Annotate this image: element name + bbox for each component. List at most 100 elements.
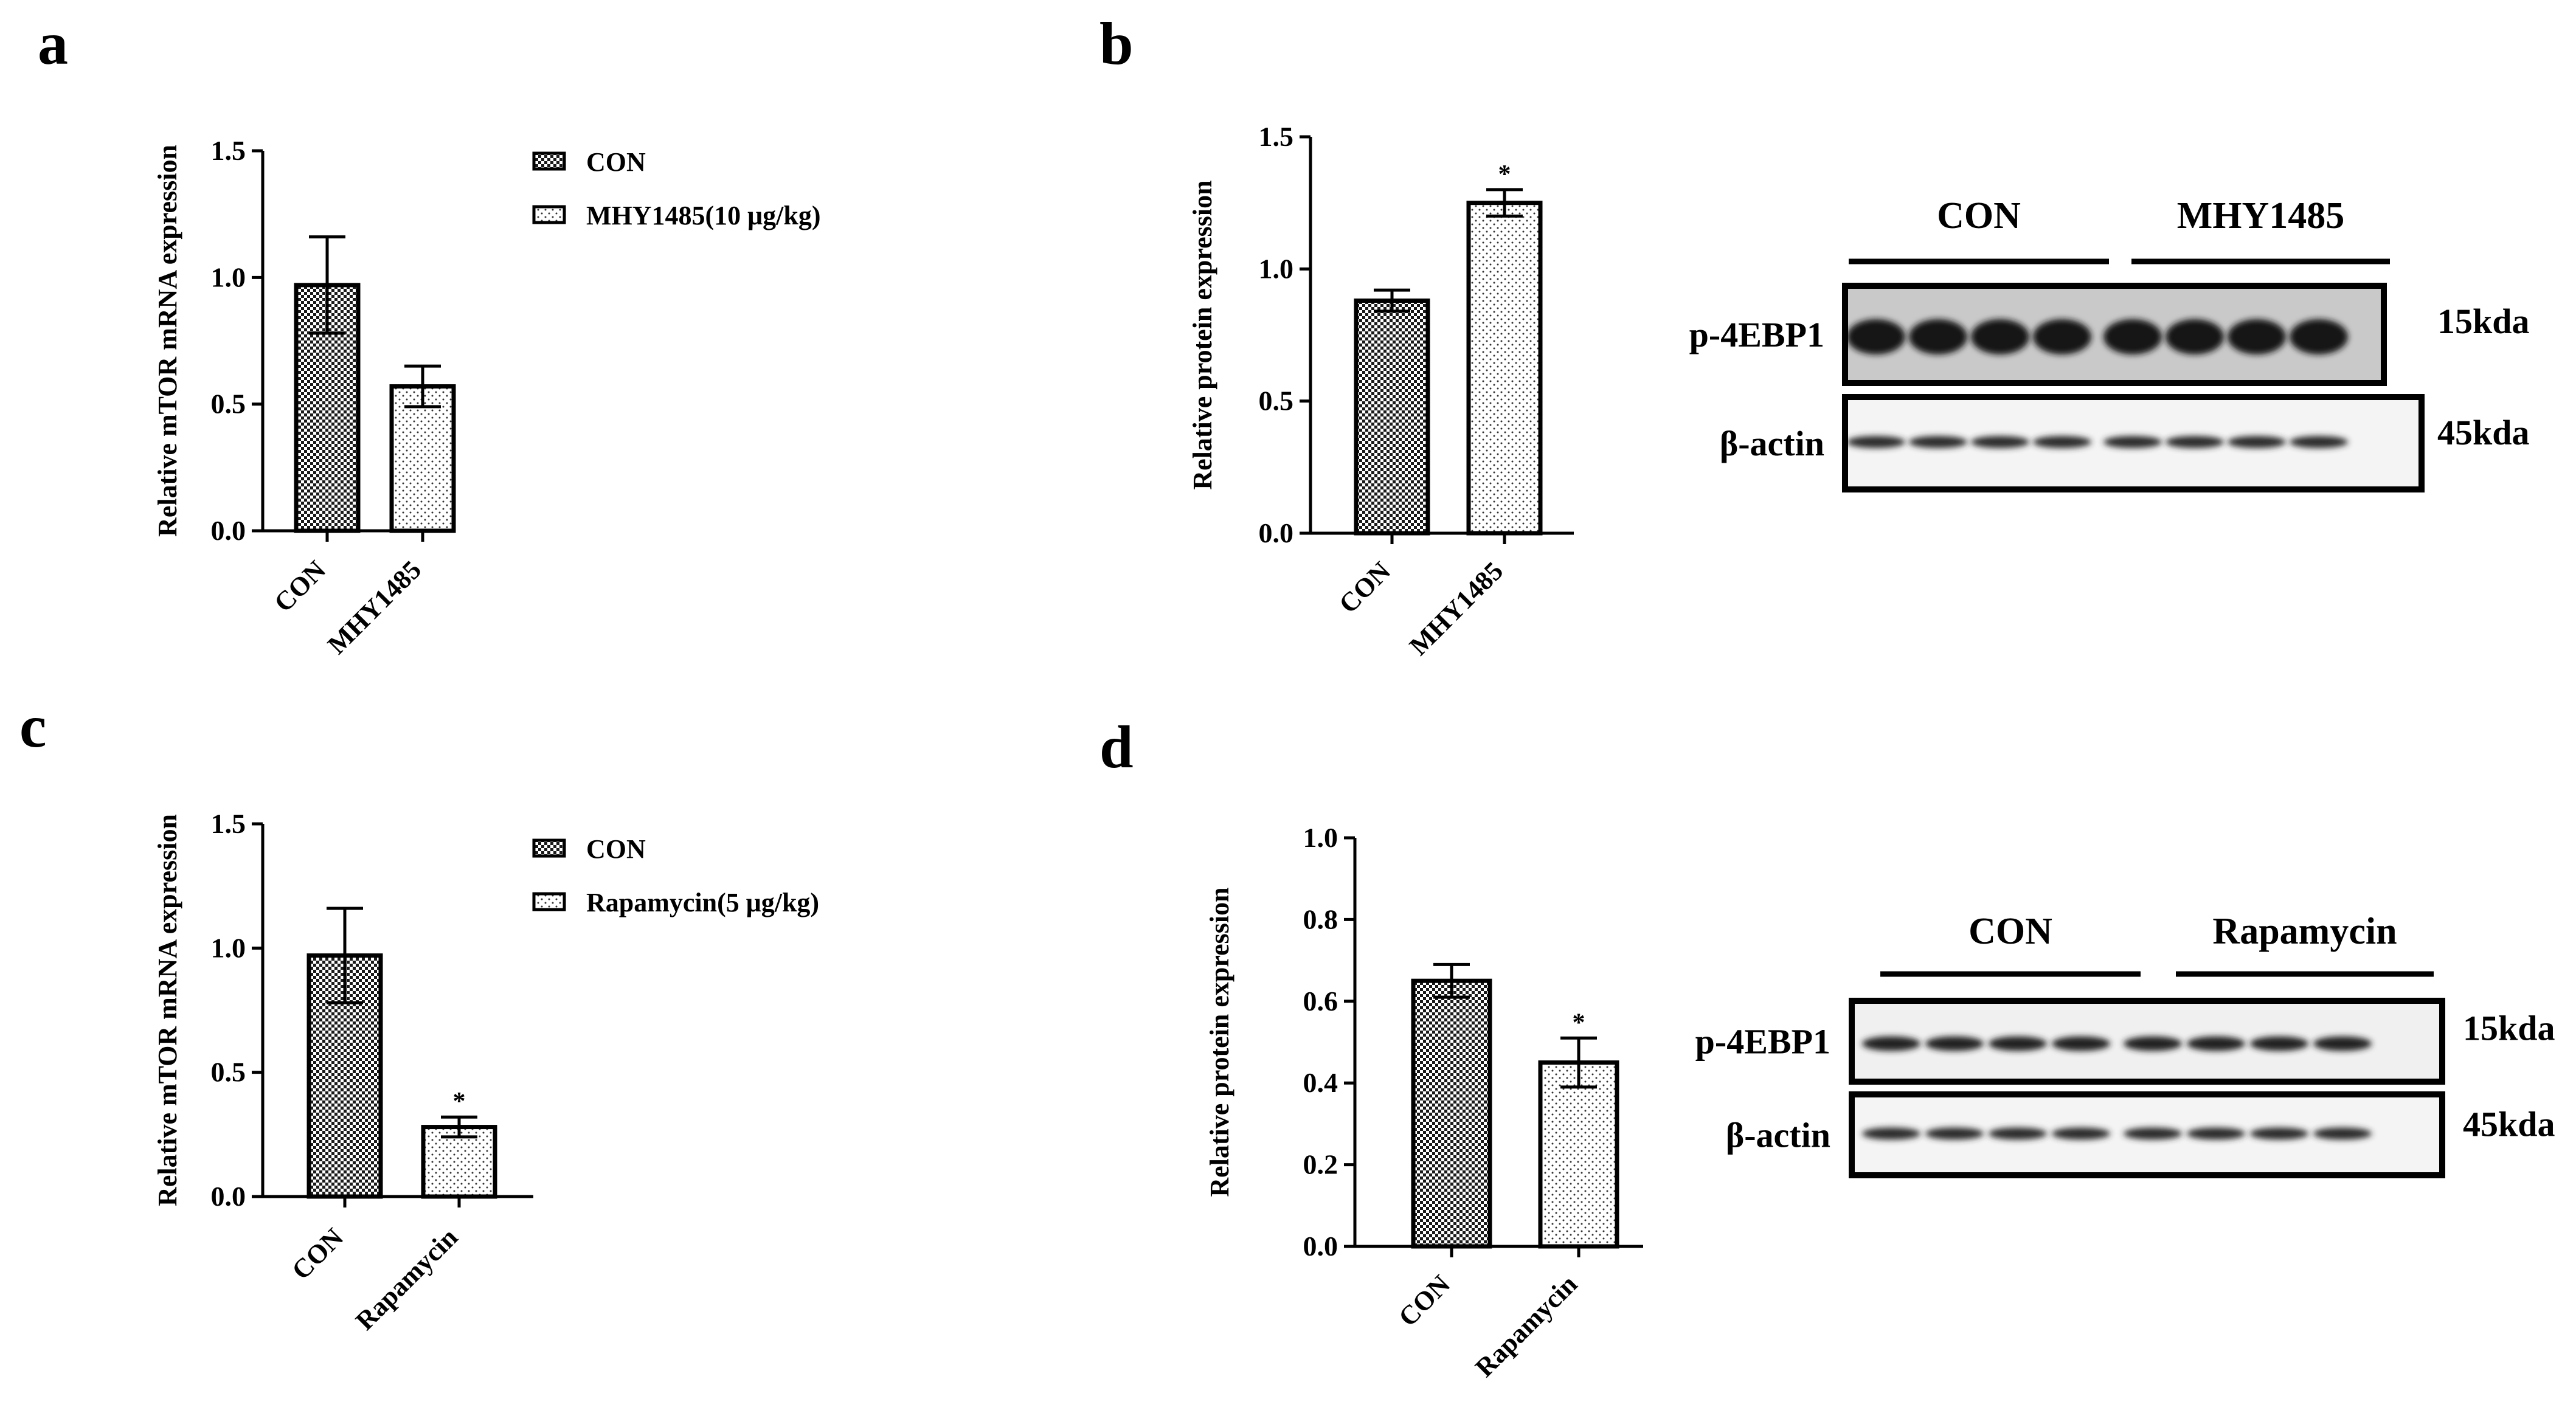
- y-tick-label: 1.0: [1259, 253, 1294, 284]
- y-axis-label: Relative protein expression: [1188, 180, 1217, 489]
- legend-label: MHY1485(10 μg/kg): [586, 201, 820, 230]
- blot-row-label: β-actin: [1726, 1116, 1830, 1155]
- blot-band: [1847, 436, 1905, 448]
- blot-group-label: CON: [1937, 195, 2021, 237]
- blot-group-label: Rapamycin: [2212, 911, 2397, 952]
- legend-label: Rapamycin(5 μg/kg): [586, 888, 819, 917]
- legend-label: CON: [586, 834, 646, 864]
- blot-band: [2250, 1036, 2308, 1051]
- y-tick-label: 0.2: [1303, 1149, 1338, 1180]
- blot-band: [1909, 319, 1967, 354]
- bar-rapamycin: [1538, 1060, 1619, 1249]
- y-tick-label: 0.5: [211, 1057, 246, 1088]
- blot-band: [2052, 1127, 2110, 1140]
- y-tick-label: 1.5: [211, 135, 246, 166]
- blot-row-label: p-4EBP1: [1695, 1022, 1830, 1062]
- y-tick-label: 0.5: [211, 389, 246, 420]
- blot-band: [2052, 1036, 2110, 1051]
- blot-band: [2033, 436, 2091, 448]
- y-tick-label: 1.0: [211, 932, 246, 963]
- legend-swatch: [532, 838, 566, 858]
- blot-group-label: CON: [1968, 911, 2052, 952]
- x-tick-label: Rapamycin: [1469, 1269, 1583, 1383]
- y-axis-label: Relative mTOR mRNA expression: [153, 814, 182, 1206]
- blot-frame: [1849, 998, 2445, 1085]
- significance-marker: *: [1573, 1009, 1585, 1037]
- x-tick-label: CON: [268, 554, 331, 618]
- legend-swatch: [532, 151, 566, 171]
- blot-band: [1971, 319, 2029, 354]
- y-tick-label: 0.5: [1259, 385, 1294, 416]
- blot-band: [1862, 1036, 1920, 1051]
- y-tick-label: 0.0: [211, 1181, 246, 1212]
- panel-a: a 0.0 0.5 1.0 1.5 Relative mTOR mRNA expressi…: [38, 10, 820, 660]
- blot-band: [1862, 1127, 1920, 1140]
- x-tick-label: CON: [1333, 556, 1396, 619]
- y-tick-label: 0.4: [1303, 1067, 1338, 1098]
- y-tick-label: 0.6: [1303, 986, 1338, 1017]
- x-tick-label: CON: [1393, 1269, 1456, 1332]
- blot-band: [2166, 319, 2224, 354]
- y-tick-label: 1.5: [211, 808, 246, 839]
- blot-band: [2228, 436, 2286, 448]
- significance-marker: *: [453, 1088, 466, 1116]
- bar-con: [1354, 298, 1430, 536]
- panel-letter: a: [38, 10, 68, 77]
- blot-image-p-4EBP1: [1842, 283, 2387, 386]
- blot-band: [2228, 319, 2286, 354]
- panel-letter: b: [1099, 10, 1134, 77]
- blot-band: [1925, 1036, 1984, 1051]
- blot-row-label: β-actin: [1720, 424, 1824, 463]
- panel-c: c 0.0 0.5 1.0 1.5 Relative mTOR mRNA expressi…: [19, 693, 819, 1336]
- legend-label: CON: [586, 147, 646, 177]
- blot-size-label: 15kda: [2463, 1009, 2555, 1048]
- blot-band: [1989, 1036, 2047, 1051]
- blot-band: [2290, 319, 2348, 354]
- blot-band: [2187, 1036, 2245, 1051]
- blot-band: [2313, 1127, 2372, 1140]
- x-tick-label: MHY1485: [322, 554, 427, 660]
- blot-band: [2124, 1036, 2182, 1051]
- blot-band: [2124, 1127, 2182, 1140]
- x-tick-label: Rapamycin: [350, 1222, 463, 1336]
- blot-band: [2313, 1036, 2372, 1051]
- blot-band: [1989, 1127, 2047, 1140]
- panel-d: d 0.0 0.2 0.4 0.6 0.8 1.0 Relative protein expr…: [1099, 713, 2555, 1383]
- blot-frame: [1849, 1091, 2445, 1178]
- bar-mhy1485: [1466, 201, 1543, 536]
- bar-con: [1411, 978, 1492, 1249]
- significance-marker: *: [1498, 161, 1511, 188]
- y-tick-label: 1.0: [1303, 822, 1338, 853]
- y-tick-label: 0.8: [1303, 903, 1338, 935]
- blot-band: [2290, 436, 2348, 448]
- blot-band: [1925, 1127, 1984, 1140]
- panel-b: b 0.0 0.5 1.0 1.5 Relative protein expression…: [1099, 10, 2530, 661]
- x-tick-label: MHY1485: [1404, 556, 1509, 661]
- blot-image-p-4EBP1: [1849, 998, 2445, 1085]
- blot-band: [1971, 436, 2029, 448]
- blot-band: [1909, 436, 1967, 448]
- legend-swatch: [532, 205, 566, 224]
- blot-band: [2033, 319, 2091, 354]
- blot-image-β-actin: [1842, 394, 2425, 492]
- blot-image-β-actin: [1849, 1091, 2445, 1178]
- y-tick-label: 0.0: [1303, 1231, 1338, 1262]
- blot-band: [2103, 436, 2162, 448]
- x-tick-label: CON: [286, 1222, 349, 1285]
- blot-band: [2103, 319, 2162, 354]
- legend-swatch: [532, 892, 566, 911]
- panel-letter: c: [19, 693, 46, 760]
- y-tick-label: 1.5: [1259, 121, 1294, 152]
- blot-frame: [1842, 394, 2425, 492]
- blot-size-label: 45kda: [2463, 1105, 2555, 1144]
- y-axis-label: Relative mTOR mRNA expression: [153, 145, 182, 537]
- blot-band: [2250, 1127, 2308, 1140]
- panel-letter: d: [1099, 713, 1134, 781]
- y-tick-label: 1.0: [211, 261, 246, 292]
- blot-group-label: MHY1485: [2177, 195, 2345, 237]
- y-tick-label: 0.0: [211, 515, 246, 546]
- y-tick-label: 0.0: [1259, 517, 1294, 548]
- blot-band: [2166, 436, 2224, 448]
- blot-band: [2187, 1127, 2245, 1140]
